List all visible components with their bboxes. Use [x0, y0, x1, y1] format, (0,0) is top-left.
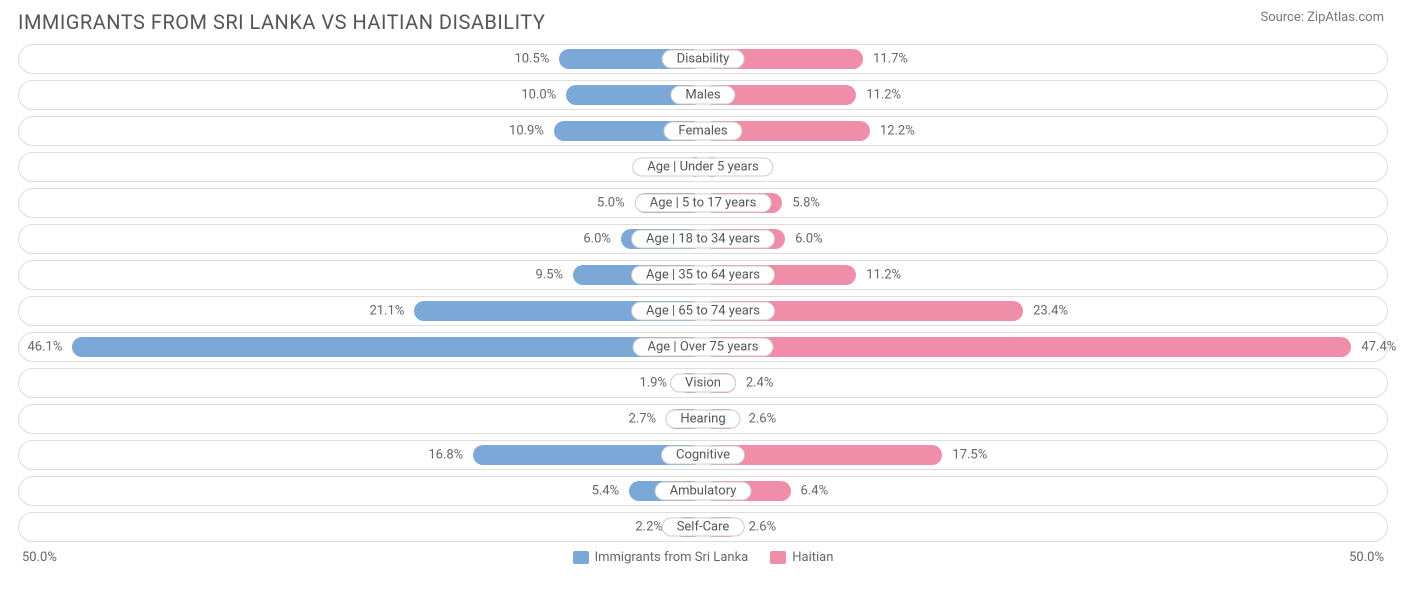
legend-swatch-left [573, 551, 589, 564]
value-left: 10.0% [521, 88, 556, 103]
bar-left [72, 337, 703, 357]
value-right: 2.6% [749, 412, 777, 427]
chart-header: IMMIGRANTS FROM SRI LANKA VS HAITIAN DIS… [0, 0, 1406, 40]
value-right: 5.8% [792, 196, 820, 211]
value-left: 5.4% [592, 484, 620, 499]
chart-row: 16.8% 17.5% Cognitive [18, 440, 1388, 470]
value-right: 12.2% [880, 124, 915, 139]
category-label: Vision [670, 374, 736, 393]
value-right: 6.4% [801, 484, 829, 499]
category-label: Age | 35 to 64 years [631, 266, 775, 285]
value-left: 10.9% [509, 124, 544, 139]
category-label: Cognitive [661, 446, 745, 465]
category-label: Self-Care [662, 518, 745, 537]
value-right: 2.4% [746, 376, 774, 391]
chart-row: 1.1%1.3%Age | Under 5 years [18, 152, 1388, 182]
value-right: 17.5% [952, 448, 987, 463]
value-left: 16.8% [428, 448, 463, 463]
category-label: Ambulatory [655, 482, 752, 501]
axis-max-right: 50.0% [1349, 550, 1384, 565]
value-right: 11.7% [873, 52, 908, 67]
chart-source: Source: ZipAtlas.com [1260, 10, 1384, 25]
value-left: 2.7% [629, 412, 657, 427]
chart-row: 10.9% 12.2% Females [18, 116, 1388, 146]
chart-row: 2.7% 2.6% Hearing [18, 404, 1388, 434]
legend-label-left: Immigrants from Sri Lanka [595, 550, 749, 565]
value-right: 23.4% [1033, 304, 1068, 319]
chart-row: 6.0% 6.0% Age | 18 to 34 years [18, 224, 1388, 254]
value-left: 21.1% [369, 304, 404, 319]
chart-row: 21.1% 23.4% Age | 65 to 74 years [18, 296, 1388, 326]
category-label: Age | 18 to 34 years [631, 230, 775, 249]
chart-title: IMMIGRANTS FROM SRI LANKA VS HAITIAN DIS… [18, 10, 545, 34]
value-right: 2.6% [749, 520, 777, 535]
value-left: 6.0% [583, 232, 611, 247]
value-left: 10.5% [515, 52, 550, 67]
category-label: Age | 65 to 74 years [631, 302, 775, 321]
value-right: 6.0% [795, 232, 823, 247]
category-label: Hearing [665, 410, 740, 429]
category-label: Females [663, 122, 742, 141]
value-left: 9.5% [535, 268, 563, 283]
chart-row: 10.5% 11.7% Disability [18, 44, 1388, 74]
legend-item-left: Immigrants from Sri Lanka [573, 550, 749, 565]
category-label: Disability [662, 50, 745, 69]
category-label: Age | Under 5 years [632, 158, 773, 177]
bar-right [703, 337, 1351, 357]
legend-label-right: Haitian [792, 550, 833, 565]
value-right: 11.2% [866, 268, 901, 283]
value-right: 11.2% [866, 88, 901, 103]
chart-row: 2.2% 2.6% Self-Care [18, 512, 1388, 542]
chart-row: 5.4% 6.4% Ambulatory [18, 476, 1388, 506]
category-label: Males [670, 86, 735, 105]
legend-swatch-right [770, 551, 786, 564]
chart-row: 9.5% 11.2% Age | 35 to 64 years [18, 260, 1388, 290]
chart-legend: Immigrants from Sri Lanka Haitian [57, 550, 1349, 565]
axis-max-left: 50.0% [22, 550, 57, 565]
chart-row: 10.0% 11.2% Males [18, 80, 1388, 110]
category-label: Age | Over 75 years [633, 338, 774, 357]
category-label: Age | 5 to 17 years [635, 194, 772, 213]
diverging-bar-chart: 10.5% 11.7% Disability 10.0% 11.2% Males 10.9%… [0, 40, 1406, 542]
value-left: 1.9% [639, 376, 667, 391]
chart-row: 5.0% 5.8% Age | 5 to 17 years [18, 188, 1388, 218]
legend-item-right: Haitian [770, 550, 833, 565]
chart-row: 46.1%47.4%Age | Over 75 years [18, 332, 1388, 362]
value-left: 46.1% [27, 340, 62, 355]
value-left: 5.0% [597, 196, 625, 211]
value-right: 47.4% [1361, 340, 1396, 355]
value-left: 2.2% [635, 520, 663, 535]
chart-row: 1.9% 2.4% Vision [18, 368, 1388, 398]
chart-footer: 50.0% Immigrants from Sri Lanka Haitian … [0, 548, 1406, 565]
